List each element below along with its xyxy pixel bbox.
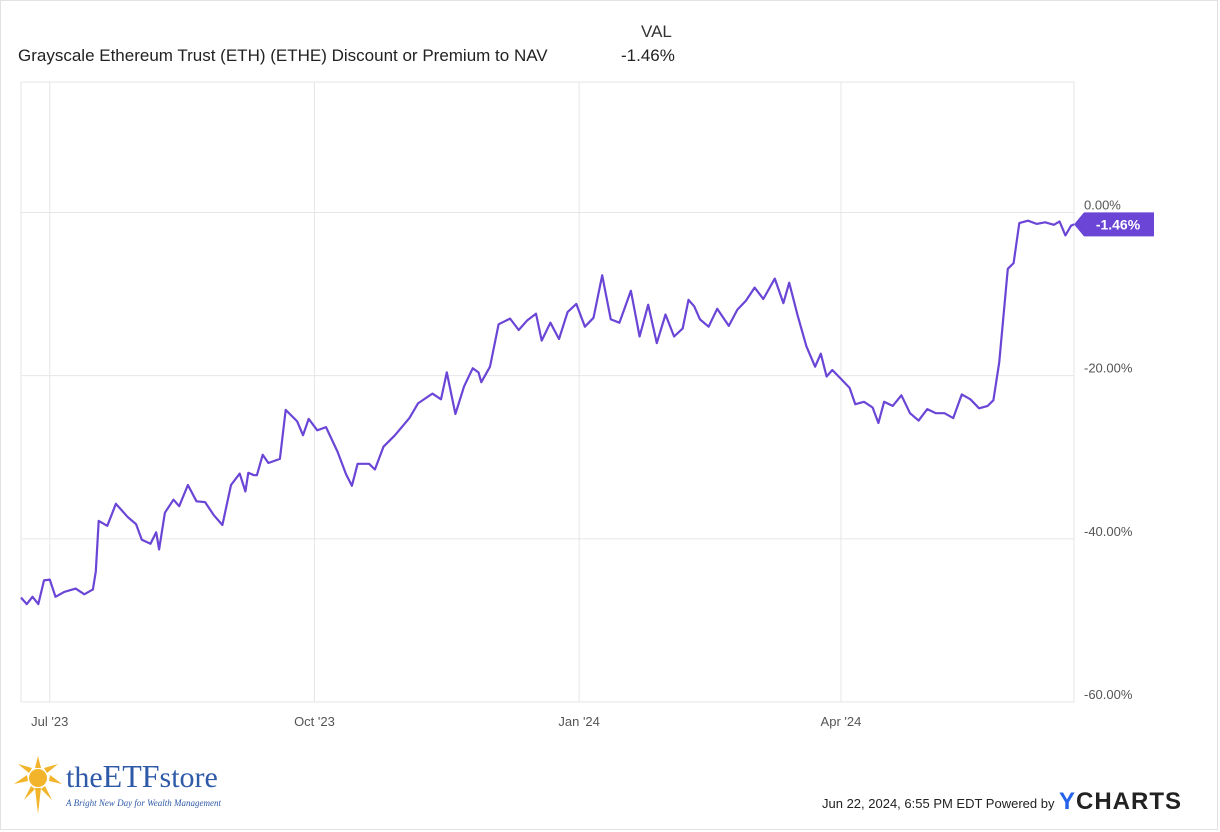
logo-word-etf: ETF: [102, 758, 160, 794]
ycharts-logo: YCHARTS: [1059, 788, 1182, 816]
series-line: [20, 219, 1075, 606]
x-tick-label-0: Jul '23: [31, 714, 68, 729]
logo-word-the: the: [66, 761, 103, 794]
y-tick-label-1: -20.00%: [1084, 361, 1133, 376]
legend-series-name: Grayscale Ethereum Trust (ETH) (ETHE) Di…: [18, 46, 548, 65]
etf-store-tagline: A Bright New Day for Wealth Management: [66, 798, 221, 808]
logo-word-store: store: [159, 761, 218, 794]
y-tick-label-2: -40.00%: [1084, 524, 1133, 539]
footer-timestamp: Jun 22, 2024, 6:55 PM EDT Powered by: [822, 796, 1055, 811]
x-tick-label-2: Jan '24: [558, 714, 600, 729]
end-value-marker: [1074, 212, 1154, 237]
end-value-label: -1.46%: [1096, 216, 1141, 232]
legend-series-value: -1.46%: [621, 46, 675, 65]
etf-store-wordmark: theETFstore: [66, 758, 218, 795]
etf-store-logo: theETFstore A Bright New Day for Wealth …: [14, 756, 284, 816]
x-tick-label-3: Apr '24: [821, 714, 862, 729]
sun-icon: [14, 756, 62, 814]
y-tick-label-0: 0.00%: [1084, 198, 1121, 213]
y-tick-label-3: -60.00%: [1084, 687, 1133, 702]
ycharts-logo-y: Y: [1059, 788, 1077, 815]
x-tick-label-1: Oct '23: [294, 714, 335, 729]
plot-area-border: [20, 81, 1075, 703]
ycharts-logo-text: CHARTS: [1076, 788, 1183, 815]
legend-val-header: VAL: [641, 22, 672, 41]
